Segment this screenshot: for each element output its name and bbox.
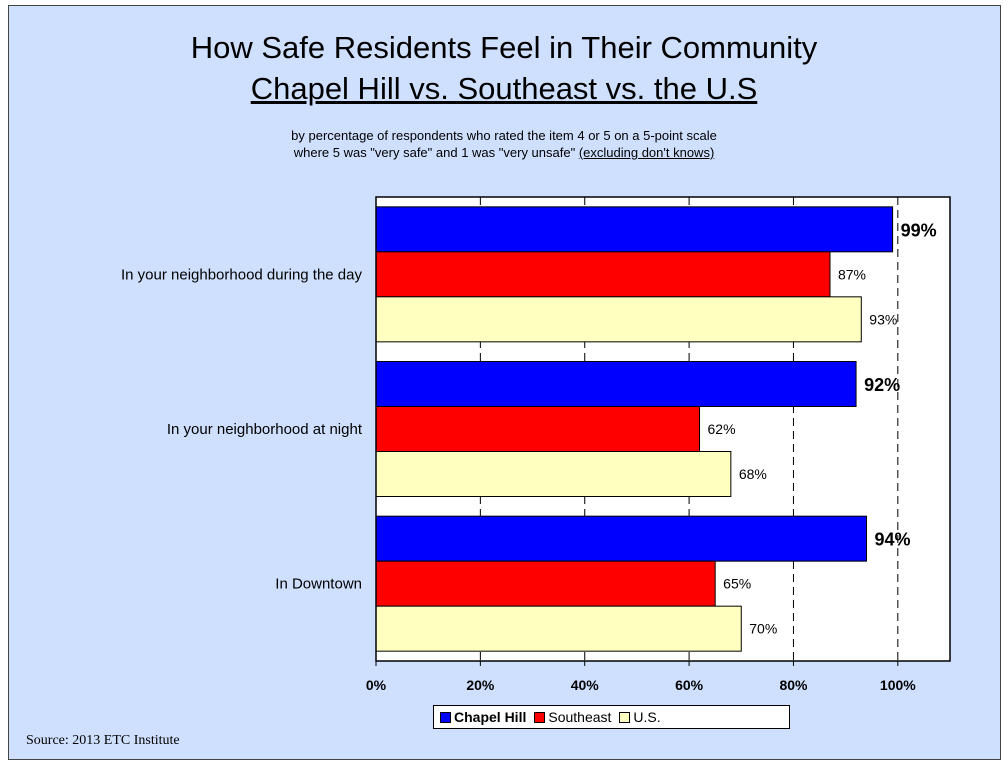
plot-border	[375, 196, 951, 662]
data-label-2-2: 70%	[749, 621, 777, 637]
x-tick-label-3: 60%	[675, 677, 704, 693]
bar-0-1	[375, 251, 831, 298]
chart-note-line2-text: where 5 was "very safe" and 1 was "very …	[293, 145, 576, 160]
chart-note-excluding: (excluding don't knows)	[578, 145, 715, 160]
x-tick-label-5: 100%	[880, 677, 916, 693]
x-tick-label-0: 0%	[366, 677, 387, 693]
data-label-1-0: 92%	[864, 375, 900, 395]
data-label-0-0: 99%	[901, 220, 937, 240]
legend-item-0: Chapel Hill	[440, 709, 526, 725]
chart-note-line2: where 5 was "very safe" and 1 was "very …	[0, 145, 1008, 160]
data-label-2-1: 65%	[723, 576, 751, 592]
legend-item-2: U.S.	[619, 709, 661, 725]
bar-0-0	[375, 206, 894, 253]
bar-2-2	[375, 605, 742, 652]
legend-item-1: Southeast	[534, 709, 611, 725]
bar-0-2	[375, 296, 862, 343]
chart-note-line1: by percentage of respondents who rated t…	[291, 128, 717, 143]
data-label-1-2: 68%	[739, 466, 767, 482]
category-label-0: In your neighborhood during the day	[121, 266, 363, 283]
data-label-0-1: 87%	[838, 266, 866, 282]
legend-label-1: Southeast	[548, 709, 612, 725]
bar-1-0	[375, 361, 857, 407]
bar-1-2	[375, 451, 732, 497]
legend-label-2: U.S.	[633, 709, 661, 725]
data-label-1-1: 62%	[708, 421, 736, 437]
bar-2-0	[375, 515, 868, 562]
category-label-2: In Downtown	[275, 576, 362, 593]
x-tick-label-2: 40%	[571, 677, 600, 693]
legend-swatch-1	[534, 711, 546, 723]
legend-swatch-2	[619, 711, 631, 723]
legend-swatch-0	[440, 711, 451, 723]
category-label-1: In your neighborhood at night	[167, 421, 363, 438]
chart-subtitle: Chapel Hill vs. Southeast vs. the U.S	[250, 71, 758, 106]
bar-2-1	[375, 560, 716, 607]
chart-title: How Safe Residents Feel in Their Communi…	[190, 30, 818, 65]
data-label-0-2: 93%	[869, 311, 897, 327]
source-note: Source: 2013 ETC Institute	[26, 733, 180, 748]
data-label-2-0: 94%	[875, 530, 911, 550]
legend-label-0: Chapel Hill	[454, 709, 527, 725]
x-tick-label-1: 20%	[466, 677, 495, 693]
legend: Chapel Hill Southeast U.S.	[433, 705, 790, 729]
bar-1-1	[375, 406, 701, 452]
x-tick-label-4: 80%	[779, 677, 808, 693]
